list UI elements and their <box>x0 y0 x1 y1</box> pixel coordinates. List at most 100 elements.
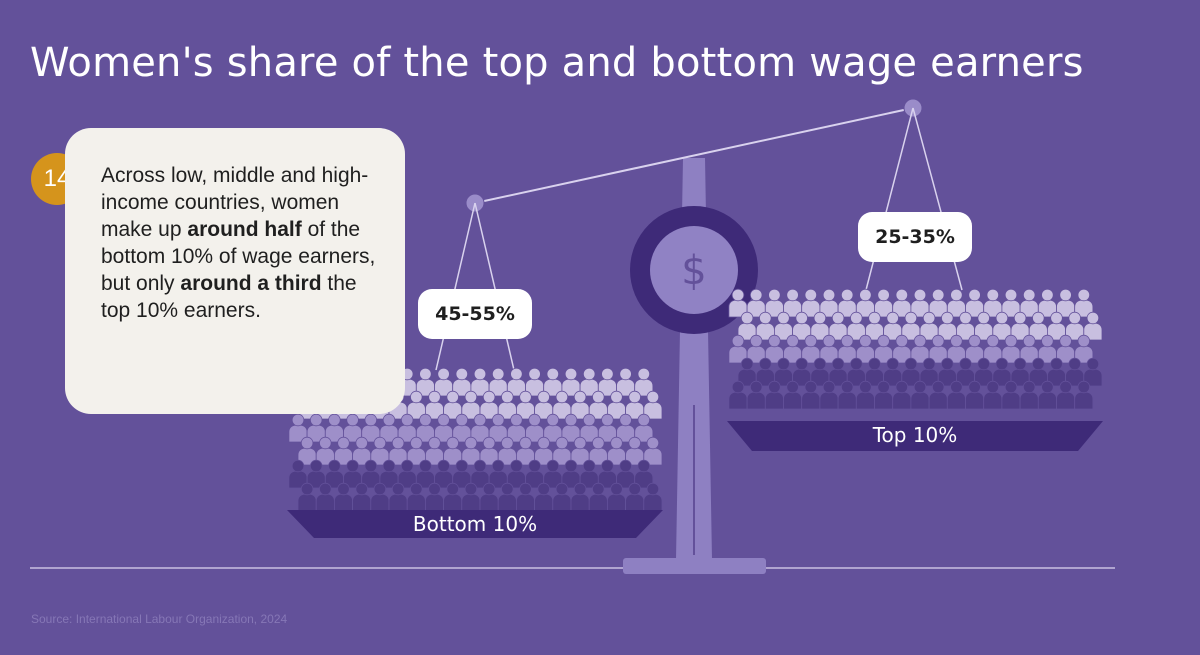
source-note: Source: International Labour Organizatio… <box>31 612 288 626</box>
person-figure <box>1047 311 1066 341</box>
person-figure <box>616 413 636 443</box>
person-figure <box>479 390 499 420</box>
person-figure <box>755 357 775 387</box>
person-figure <box>452 459 472 489</box>
person-figure <box>552 390 572 420</box>
person-figure <box>588 436 608 466</box>
scale-beam <box>474 107 914 204</box>
person-figure <box>1037 288 1057 318</box>
person-figure <box>1074 334 1094 364</box>
person-figure <box>1037 334 1057 364</box>
person-figure <box>956 357 975 387</box>
person-figure <box>965 288 985 318</box>
person-figure <box>992 357 1012 387</box>
person-figure <box>746 288 766 318</box>
person-figure <box>892 334 912 364</box>
person-figure <box>755 311 775 341</box>
person-figure <box>928 380 948 410</box>
person-figure <box>728 288 748 318</box>
person-figure <box>425 482 444 512</box>
person-figure <box>479 436 499 466</box>
person-figure <box>801 288 821 318</box>
person-figure <box>379 459 399 489</box>
person-figure <box>937 311 957 341</box>
person-figure <box>910 334 930 364</box>
person-figure <box>488 413 508 443</box>
person-figure <box>634 413 654 443</box>
person-figure <box>406 482 426 512</box>
person-figure <box>643 482 663 512</box>
person-figure <box>846 357 866 387</box>
person-figure <box>470 459 490 489</box>
person-figure <box>737 311 757 341</box>
callout-text-part: Across low, middle and high-income count… <box>101 164 369 241</box>
person-figure <box>983 334 1003 364</box>
callout-text: Across low, middle and high-income count… <box>101 162 391 324</box>
person-figure <box>415 413 435 443</box>
person-figure <box>434 413 454 443</box>
person-figure <box>801 334 821 364</box>
person-figure <box>516 436 535 466</box>
callout-text-bold: around a third <box>180 272 322 295</box>
svg-text:$: $ <box>681 248 706 294</box>
right-pan <box>727 421 1103 451</box>
person-figure <box>1019 380 1039 410</box>
bottom-share-label: 45-55% <box>418 289 532 339</box>
person-figure <box>764 380 784 410</box>
person-figure <box>910 380 930 410</box>
top-share-label: 25-35% <box>858 212 972 262</box>
person-figure <box>865 311 884 341</box>
callout-card: Across low, middle and high-income count… <box>65 128 405 414</box>
person-figure <box>928 288 948 318</box>
dollar-icon: $ <box>681 248 706 294</box>
person-figure <box>837 380 857 410</box>
person-figure <box>488 459 508 489</box>
person-figure <box>597 459 617 489</box>
person-figure <box>965 334 985 364</box>
person-figure <box>352 436 372 466</box>
bottom-earners-crowd <box>288 367 663 512</box>
person-figure <box>1001 380 1021 410</box>
person-figure <box>415 459 435 489</box>
person-figure <box>579 367 599 397</box>
person-figure <box>434 459 454 489</box>
person-figure <box>452 413 472 443</box>
person-figure <box>361 459 381 489</box>
person-figure <box>928 334 948 364</box>
person-figure <box>819 380 839 410</box>
person-figure <box>597 367 617 397</box>
scale-base <box>623 558 766 574</box>
person-figure <box>315 436 335 466</box>
person-figure <box>634 367 654 397</box>
person-figure <box>370 482 390 512</box>
person-figure <box>946 288 966 318</box>
person-figure <box>746 334 766 364</box>
person-figure <box>974 357 994 387</box>
person-figure <box>783 380 803 410</box>
person-figure <box>588 482 608 512</box>
person-figure <box>470 367 490 397</box>
person-figure <box>883 311 903 341</box>
person-figure <box>561 413 581 443</box>
person-figure <box>855 334 875 364</box>
person-figure <box>919 311 939 341</box>
person-figure <box>983 380 1003 410</box>
person-figure <box>828 357 848 387</box>
person-figure <box>1028 311 1048 341</box>
person-figure <box>415 367 435 397</box>
person-figure <box>616 367 636 397</box>
bottom-pan-label: Bottom 10% <box>412 512 538 536</box>
person-figure <box>1056 334 1076 364</box>
person-figure <box>379 413 399 443</box>
top-earners-crowd <box>728 288 1103 410</box>
person-figure <box>625 482 645 512</box>
person-figure <box>479 482 499 512</box>
person-figure <box>543 413 563 443</box>
person-figure <box>946 334 966 364</box>
person-figure <box>1083 357 1103 387</box>
person-figure <box>406 436 426 466</box>
person-figure <box>425 436 444 466</box>
person-figure <box>937 357 957 387</box>
person-figure <box>1019 334 1039 364</box>
person-figure <box>343 459 363 489</box>
